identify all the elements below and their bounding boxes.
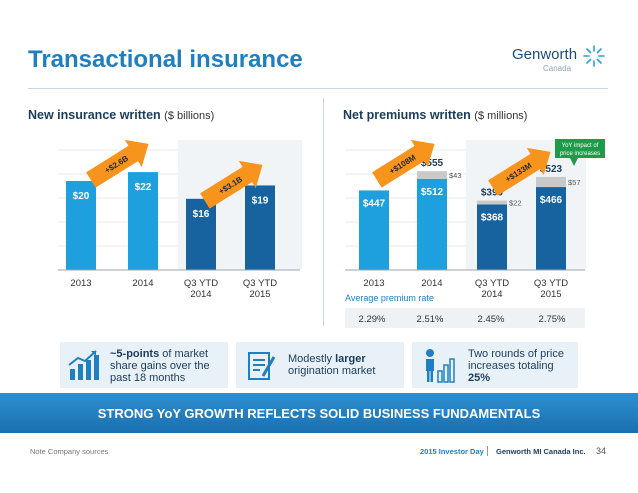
page-title: Transactional insurance xyxy=(28,46,303,73)
nwi-chart-title: New insurance written ($ billions) xyxy=(28,108,214,122)
npw-callout-line-2: price increases xyxy=(560,151,600,157)
nwi-bar xyxy=(128,172,158,270)
npw-bar xyxy=(536,187,566,270)
npw-unit-label: ($ millions) xyxy=(474,110,528,122)
nwi-growth-arrow-2-shape xyxy=(200,160,263,209)
npw-bar xyxy=(359,190,389,270)
nwi-growth-arrow-1-shape xyxy=(86,139,149,188)
tile-origination-rest: origination market xyxy=(288,365,376,377)
avg-premium-rate: 2.75% xyxy=(539,314,566,325)
npw-increment-bar xyxy=(477,200,507,205)
nwi-title-text: New insurance written xyxy=(28,108,161,122)
npw-tick-label: Q3 YTD xyxy=(475,278,509,289)
tile-origination-bold: larger xyxy=(335,353,366,365)
nwi-bar xyxy=(245,185,275,270)
banner xyxy=(0,393,638,433)
bar-chart-growth-icon xyxy=(68,350,99,380)
npw-total-label: $390 xyxy=(481,188,504,199)
footer-page-number: 34 xyxy=(596,446,607,456)
npw-callout-box xyxy=(555,139,605,158)
nwi-tick-label: 2015 xyxy=(249,289,270,300)
npw-data-label: $512 xyxy=(421,187,444,198)
npw-increment-label: $43 xyxy=(449,171,462,180)
tile-origination-text: Modestly larger origination market xyxy=(288,353,400,377)
tile-price-increases: Two rounds of price increases totaling 2… xyxy=(412,342,578,388)
tile-market-share: ~5-points of market share gains over the… xyxy=(60,342,228,388)
document-pen-icon xyxy=(248,352,276,380)
nwi-growth-arrow-1: +$2.6B xyxy=(86,139,149,188)
npw-chart-title: Net premiums written ($ millions) xyxy=(343,108,527,122)
tile-market-share-text: ~5-points of market share gains over the… xyxy=(110,348,224,384)
avg-premium-label: Average premium rate xyxy=(345,293,434,303)
nwi-data-label: $22 xyxy=(135,182,152,193)
tile-price-bold: 25% xyxy=(468,372,491,384)
logo-subtitle: Canada xyxy=(543,64,572,73)
nwi-tick-label: 2014 xyxy=(190,289,211,300)
nwi-growth-arrow-2: +$3.1B xyxy=(200,160,263,209)
nwi-tick-label: 2013 xyxy=(70,278,91,289)
avg-premium-rate: 2.45% xyxy=(478,314,505,325)
npw-tick-label: 2015 xyxy=(540,289,561,300)
title-rule xyxy=(28,88,608,89)
npw-bar xyxy=(477,204,507,270)
nwi-tick-label: Q3 YTD xyxy=(184,278,218,289)
npw-growth-arrow-1-shape xyxy=(372,139,435,188)
footer-separator xyxy=(487,446,488,456)
npw-tick-label: Q3 YTD xyxy=(534,278,568,289)
banner-text: STRONG YoY GROWTH REFLECTS SOLID BUSINES… xyxy=(97,406,541,421)
npw-data-label: $368 xyxy=(481,212,504,223)
npw-increment-bar xyxy=(417,171,447,179)
footer-event: 2015 Investor Day xyxy=(420,447,484,456)
npw-increment-label: $22 xyxy=(509,199,522,208)
nwi-tick-label: Q3 YTD xyxy=(243,278,277,289)
person-bars-icon xyxy=(426,349,455,383)
nwi-unit-label: ($ billions) xyxy=(164,110,215,122)
tile-origination: Modestly larger origination market xyxy=(236,342,404,388)
npw-growth-arrow-2-shape xyxy=(488,147,551,196)
footer-note: Note Company sources xyxy=(30,447,109,456)
nwi-data-label: $16 xyxy=(193,209,210,220)
npw-total-label: $523 xyxy=(540,164,563,175)
nwi-bar xyxy=(186,198,216,270)
npw-title-text: Net premiums written xyxy=(343,108,471,122)
nwi-bar xyxy=(66,181,96,270)
npw-bar xyxy=(417,178,447,270)
npw-tick-label: 2014 xyxy=(481,289,502,300)
avg-premium-rate: 2.51% xyxy=(417,314,444,325)
tile-market-share-bold: ~5-points xyxy=(110,348,160,360)
avg-premium-row-bg xyxy=(345,308,585,328)
nwi-data-label: $19 xyxy=(252,195,269,206)
tile-price-text: Two rounds of price increases totaling 2… xyxy=(468,348,576,384)
tile-price-prefix: Two rounds of price increases totaling xyxy=(468,348,564,372)
nwi-tick-label: 2014 xyxy=(132,278,153,289)
npw-callout-line-1: YoY impact of xyxy=(562,143,599,149)
npw-total-label: $555 xyxy=(421,158,444,169)
npw-data-label: $466 xyxy=(540,195,563,206)
chart-divider xyxy=(323,98,324,326)
npw-data-label: $447 xyxy=(363,198,386,209)
npw-callout-pointer xyxy=(570,158,578,166)
npw-tick-label: 2013 xyxy=(363,278,384,289)
npw-increment-bar xyxy=(536,176,566,188)
tile-market-share-rest: of market share gains over the past 18 m… xyxy=(110,348,210,384)
footer-company: Genworth MI Canada Inc. xyxy=(496,447,586,456)
tile-origination-prefix: Modestly xyxy=(288,353,336,365)
npw-tick-label: 2014 xyxy=(421,278,442,289)
nwi-data-label: $20 xyxy=(73,191,90,202)
genworth-logo-icon xyxy=(583,45,605,67)
avg-premium-rate: 2.29% xyxy=(359,314,386,325)
npw-increment-label: $57 xyxy=(568,178,581,187)
logo-name: Genworth xyxy=(512,46,578,63)
